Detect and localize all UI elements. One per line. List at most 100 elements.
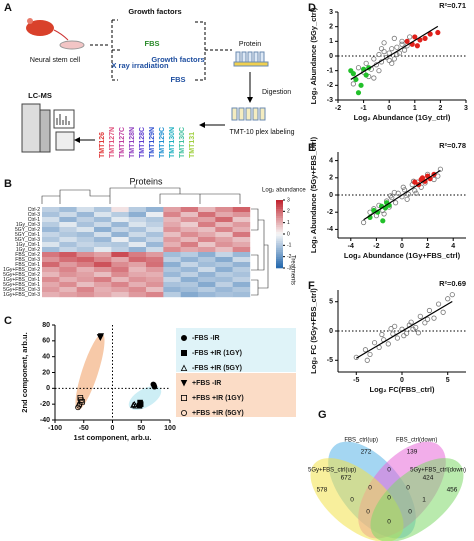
heat-cell xyxy=(198,282,216,288)
point xyxy=(435,301,442,307)
heat-cell xyxy=(163,267,181,273)
point xyxy=(384,54,390,61)
heat-cell xyxy=(111,242,129,248)
point xyxy=(180,380,188,387)
heat-cell xyxy=(111,292,129,298)
point xyxy=(385,341,391,347)
point xyxy=(391,56,397,62)
group-region xyxy=(75,333,105,411)
heat-cell xyxy=(42,277,60,283)
heat-cell xyxy=(76,292,95,298)
label: Digestion xyxy=(262,89,291,96)
heat-cell xyxy=(163,252,181,258)
tmt-tag: TMT127C xyxy=(119,127,126,158)
y-tick-label: -20 xyxy=(40,401,50,408)
heat-cell xyxy=(76,222,95,228)
legend-label: -FBS -IR xyxy=(192,335,220,342)
heat-cell xyxy=(59,262,77,268)
heat-cell xyxy=(94,212,112,218)
point xyxy=(362,347,369,353)
point xyxy=(76,401,83,407)
annotation: R²=0.69 xyxy=(439,279,466,288)
heat-cell xyxy=(94,232,112,238)
x-tick-label: 50 xyxy=(137,425,145,432)
heat-cell xyxy=(163,217,181,223)
venn-label: FBS_ctrl(down) xyxy=(396,438,437,444)
point xyxy=(412,34,418,40)
point xyxy=(417,313,423,319)
point xyxy=(364,357,370,363)
heat-cell xyxy=(146,232,164,238)
heat-cell xyxy=(59,272,77,278)
heat-cell xyxy=(76,282,95,288)
dish xyxy=(59,40,85,50)
point xyxy=(353,76,359,83)
point xyxy=(412,179,418,185)
colorbar-step xyxy=(276,238,283,242)
point xyxy=(392,323,398,329)
heat-cell xyxy=(198,262,216,268)
point xyxy=(399,41,405,47)
heat-cell xyxy=(94,292,112,298)
heat-cell xyxy=(232,257,251,263)
heat-cell xyxy=(163,222,181,228)
point xyxy=(381,48,387,55)
colorbar-label: -3 xyxy=(287,265,292,271)
label: X ray irradiation xyxy=(111,61,169,70)
panel-label: G xyxy=(318,409,327,421)
point xyxy=(376,51,382,58)
heat-cell xyxy=(94,217,112,223)
point xyxy=(381,211,387,217)
heat-cell xyxy=(111,247,129,253)
heat-cell xyxy=(76,252,95,258)
heat-cell xyxy=(232,207,251,213)
y-tick-label: 0 xyxy=(329,53,333,60)
colorbar-step xyxy=(276,261,283,264)
legend-label: +FBS -IR xyxy=(192,380,221,387)
point xyxy=(380,218,386,224)
row-label: 1Gy_Ctrl-1 xyxy=(16,242,40,248)
venn-label: 5Gy+FBS_ctrl(down) xyxy=(410,468,466,474)
point xyxy=(97,334,104,341)
column-dendrogram xyxy=(41,184,241,204)
point xyxy=(431,315,437,321)
heat-cell xyxy=(94,267,112,273)
heat-cell xyxy=(198,292,216,298)
label: LC-MS xyxy=(28,91,52,100)
heat-cell xyxy=(215,292,233,298)
heat-cell xyxy=(232,272,251,278)
heat-cell xyxy=(94,242,112,248)
heat-cell xyxy=(215,242,233,248)
venn-count: 0 xyxy=(387,467,391,474)
heat-cell xyxy=(163,282,181,288)
colorbar-step xyxy=(276,224,283,228)
heat-cell xyxy=(128,212,147,218)
heat-cell xyxy=(42,247,60,253)
point xyxy=(360,219,367,226)
heat-cell xyxy=(180,277,199,283)
venn-label: 5Gy+FBS_ctrl(up) xyxy=(308,468,356,474)
point xyxy=(394,335,401,341)
heat-cell xyxy=(59,252,77,258)
heat-cell xyxy=(146,247,164,253)
colorbar-step xyxy=(276,209,283,212)
fit-line xyxy=(363,169,441,221)
heat-cell xyxy=(198,287,216,293)
heat-cell xyxy=(163,232,181,238)
heat-cell xyxy=(59,292,77,298)
point xyxy=(363,72,369,78)
heat-cell xyxy=(180,292,199,298)
point xyxy=(415,330,422,336)
point xyxy=(394,51,400,58)
row-dendrogram xyxy=(251,208,269,296)
x-tick-label: 0 xyxy=(400,243,404,250)
heat-cell xyxy=(42,207,60,213)
heat-cell xyxy=(232,277,251,283)
heat-cell xyxy=(198,212,216,218)
heat-cell xyxy=(146,282,164,288)
y-axis-label: Log₂ Abundance (5Gy+FBS_ctrl) xyxy=(309,136,318,253)
x-tick-label: 2 xyxy=(438,105,442,112)
heat-cell xyxy=(94,287,112,293)
heat-cell xyxy=(232,247,251,253)
row-label: 1Gy_Ctrl-3 xyxy=(16,222,40,228)
